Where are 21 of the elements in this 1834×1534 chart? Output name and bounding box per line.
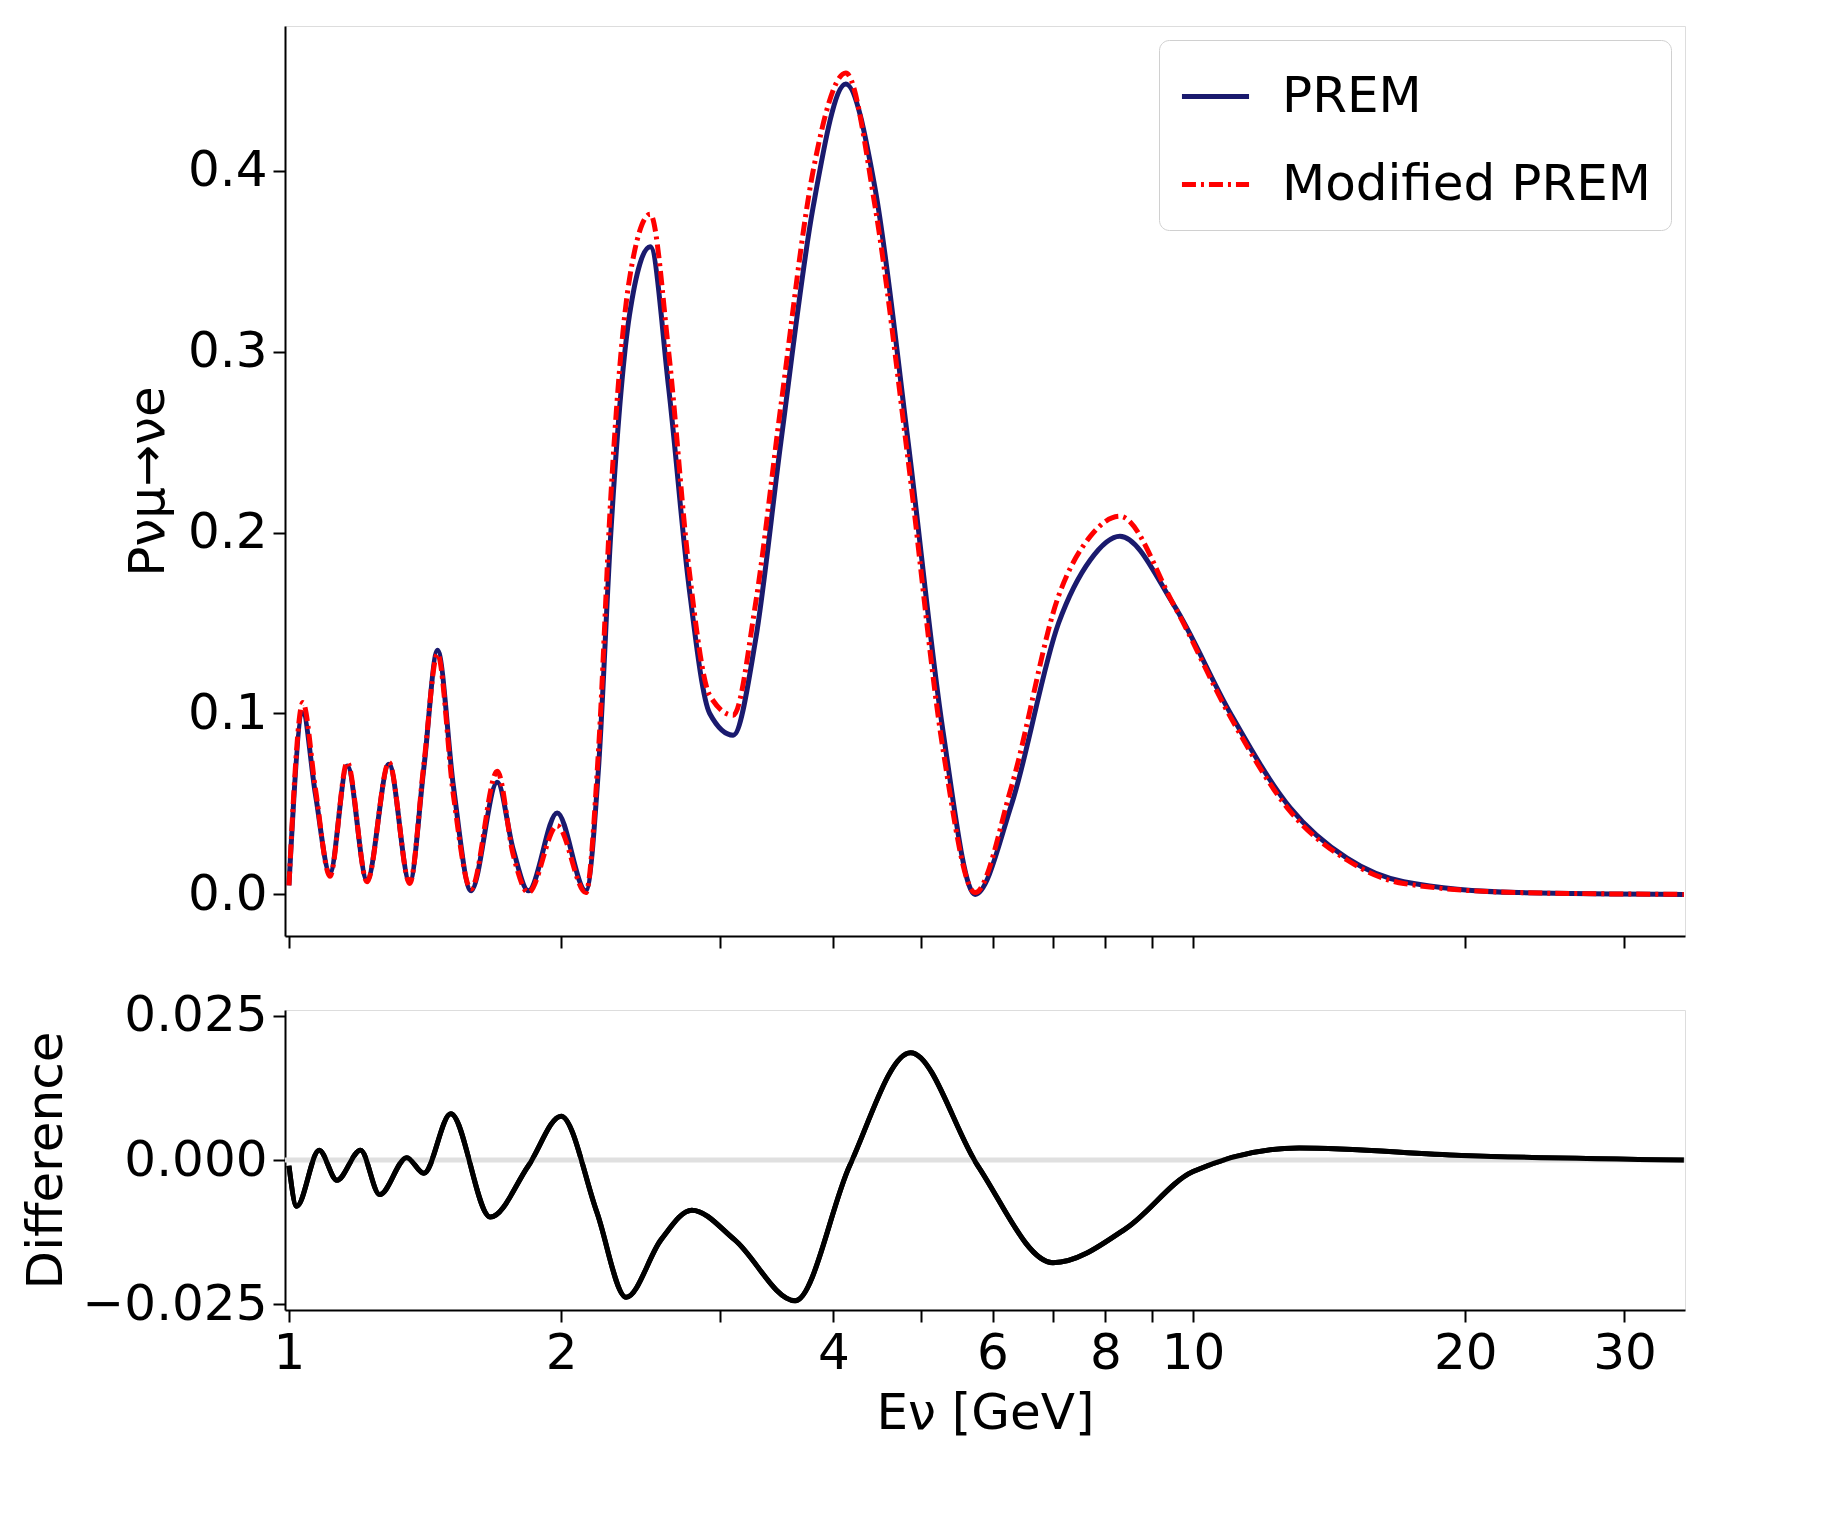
y-tick-label: 0.2 (187, 502, 268, 561)
y-tick-label: 0.025 (124, 985, 268, 1044)
x-tick-label: 10 (1161, 1322, 1226, 1381)
y-tick-label: −0.025 (82, 1273, 268, 1332)
x-tick-label: 4 (817, 1322, 850, 1381)
x-tick-label: 2 (545, 1322, 578, 1381)
x-tick-label: 6 (977, 1322, 1009, 1381)
y-tick-label: 0.1 (187, 682, 268, 741)
legend-label: Modified PREM (1282, 153, 1651, 212)
y-tick-label: 0.4 (187, 140, 268, 199)
x-tick-label: 30 (1593, 1322, 1657, 1381)
x-tick-label: 8 (1090, 1322, 1122, 1381)
x-tick-label: 20 (1433, 1322, 1498, 1381)
y-axis-title: Difference (15, 1031, 74, 1290)
y-axis-title: Pνμ→νe (117, 386, 176, 577)
y-tick-label: 0.3 (187, 321, 268, 380)
y-tick-label: 0.0 (187, 863, 268, 922)
y-tick-label: 0.000 (124, 1129, 268, 1188)
x-tick-label: 1 (273, 1322, 306, 1381)
x-axis-title: Eν [GeV] (876, 1382, 1095, 1441)
legend-label: PREM (1282, 65, 1422, 124)
